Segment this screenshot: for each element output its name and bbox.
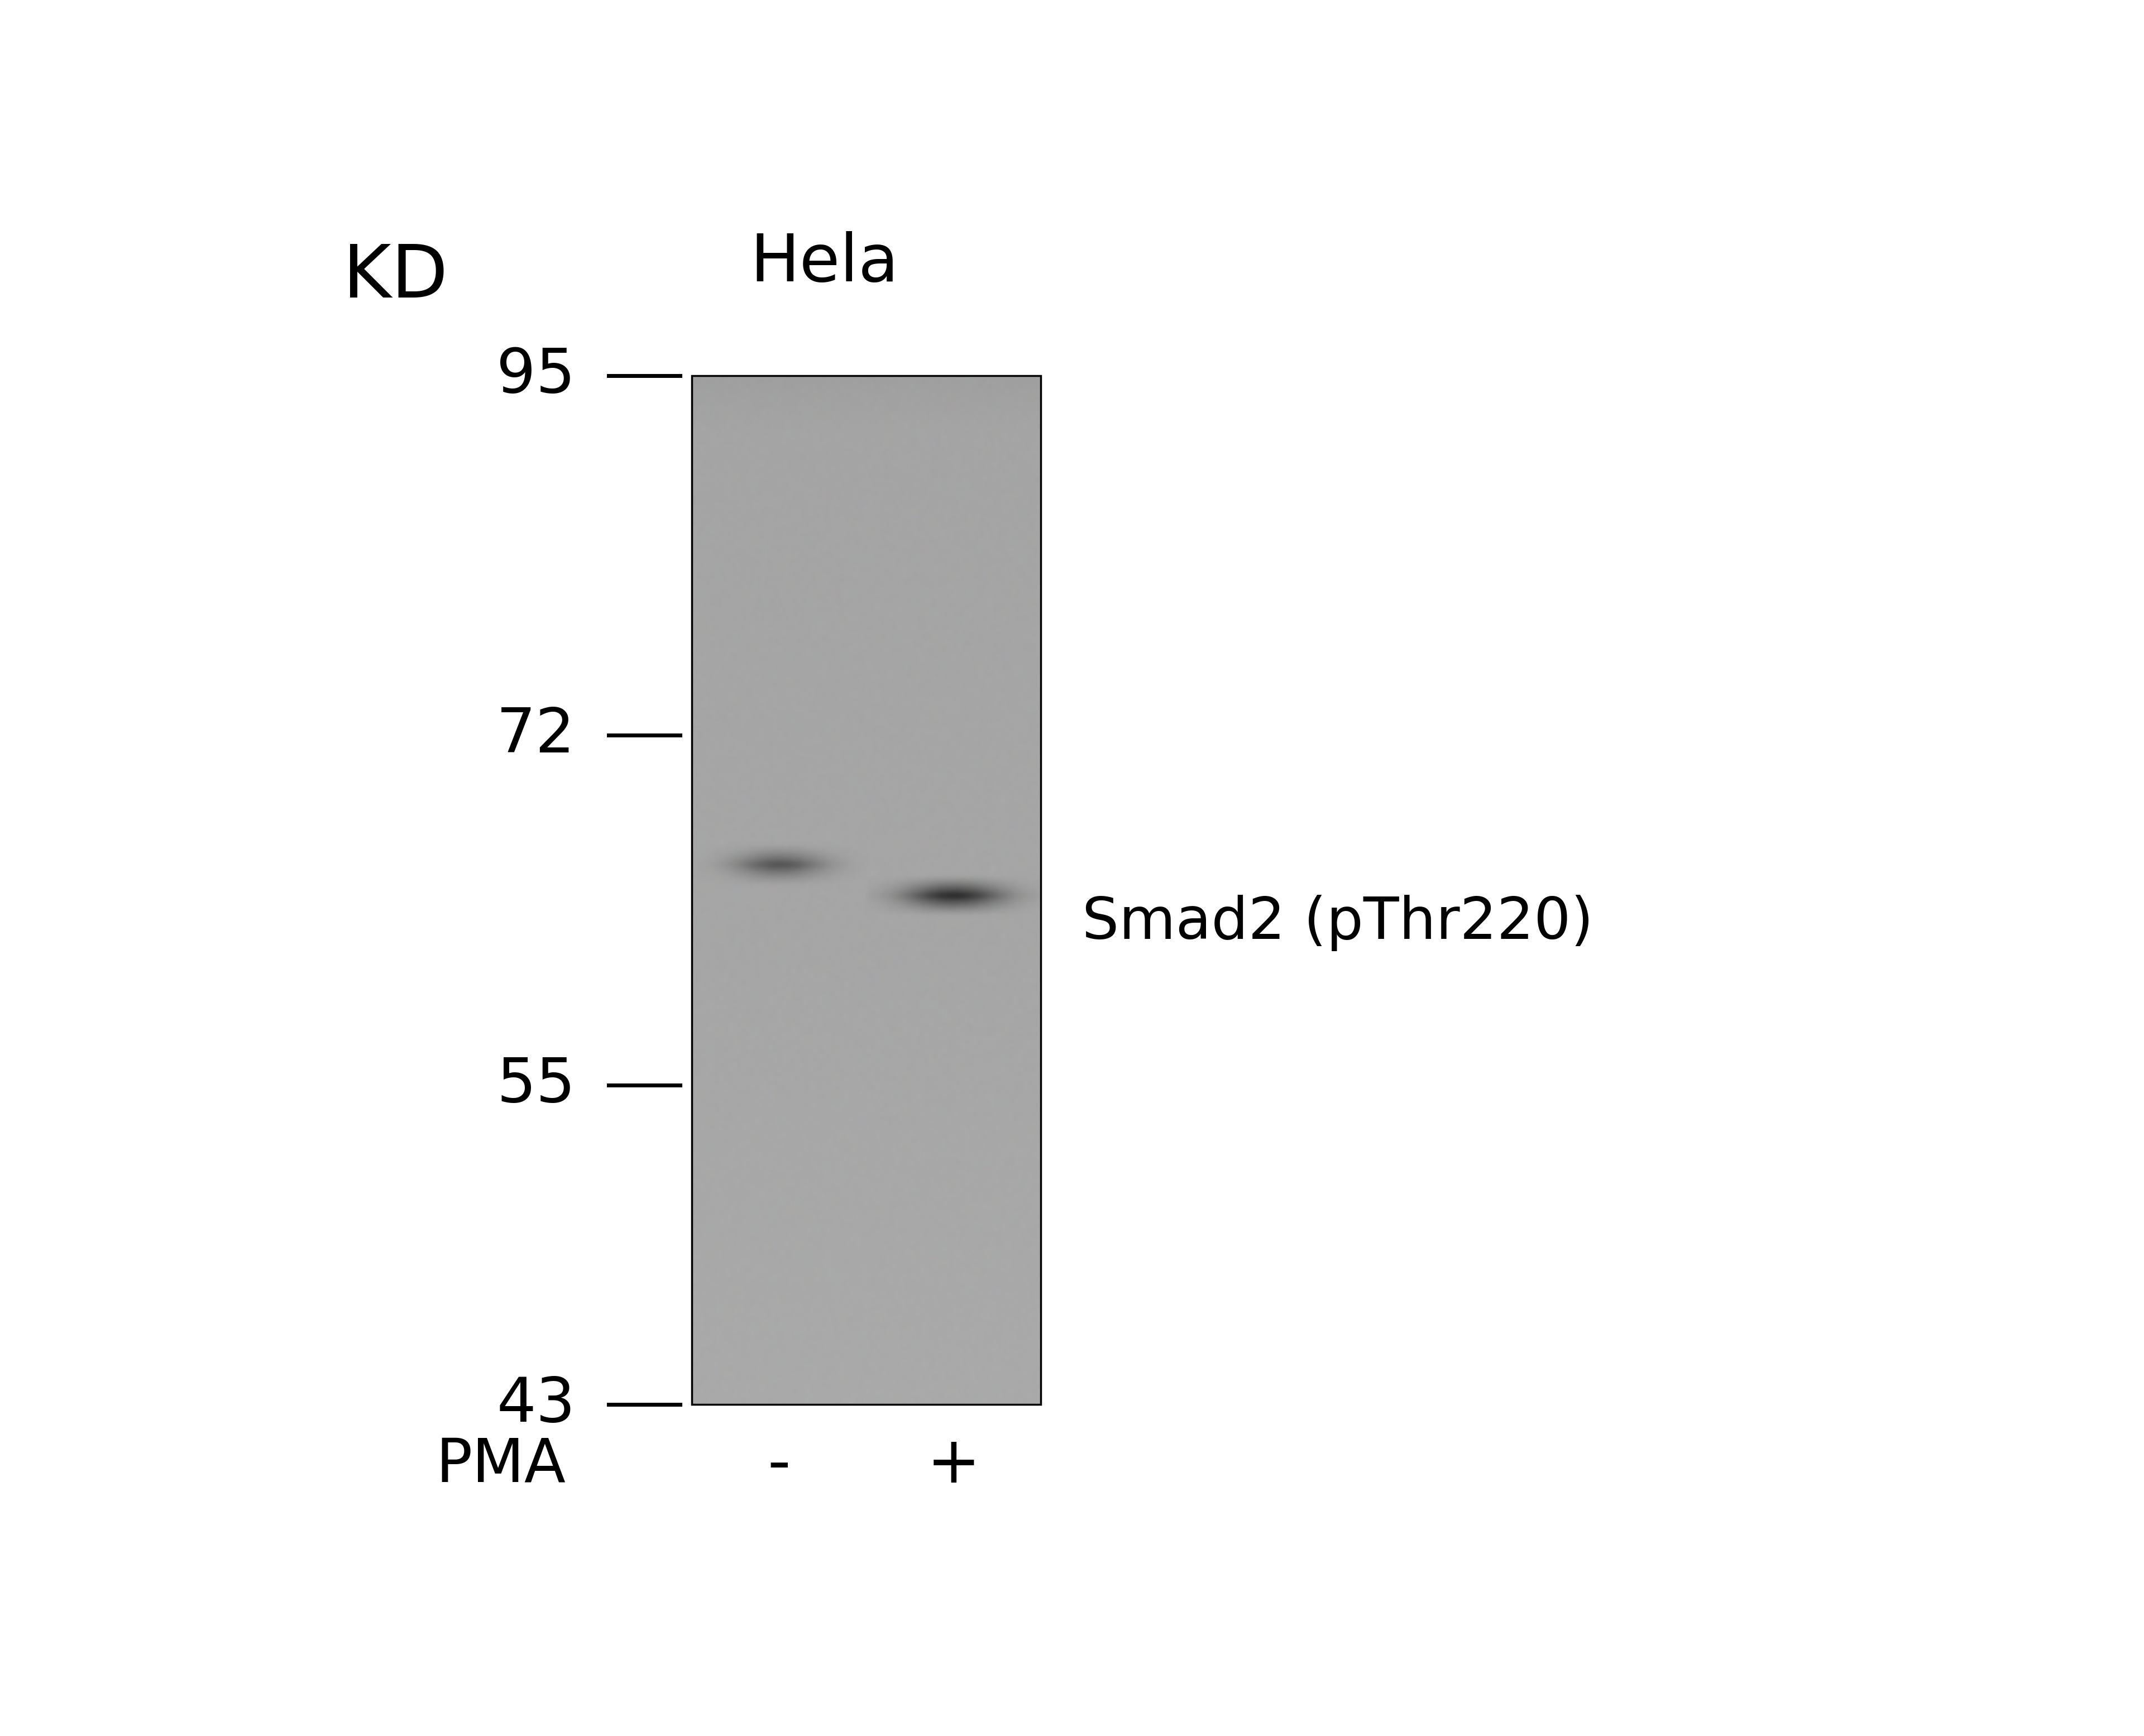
- Text: +: +: [926, 1434, 980, 1496]
- Text: Hela: Hela: [750, 231, 898, 295]
- Text: 43: 43: [497, 1375, 575, 1434]
- Bar: [693, 375, 1040, 1404]
- Text: 72: 72: [497, 705, 575, 766]
- Text: KD: KD: [343, 241, 448, 312]
- Text: 55: 55: [497, 1055, 575, 1115]
- Text: -: -: [768, 1434, 791, 1496]
- Text: 95: 95: [497, 345, 575, 404]
- Text: Smad2 (pThr220): Smad2 (pThr220): [1083, 894, 1593, 951]
- Text: PMA: PMA: [435, 1436, 566, 1495]
